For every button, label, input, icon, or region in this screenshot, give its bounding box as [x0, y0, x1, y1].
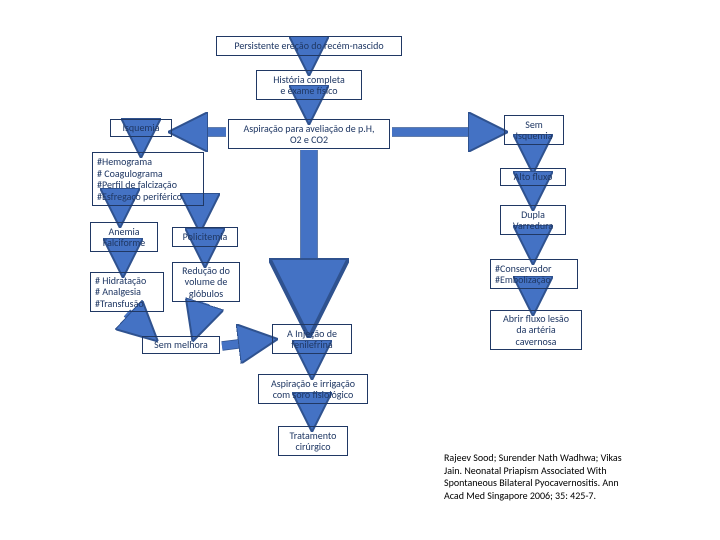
node-n1: Persistente ereção do recém-nascido [216, 36, 402, 56]
node-n9: # Hidratação# Analgesia#Transfusão [90, 272, 164, 312]
node-n10: Sem melhora [142, 336, 220, 354]
node-n18: Abrir fluxo lesãoda artériacavernosa [490, 310, 582, 350]
node-n11: A Injeção defenilefrina [272, 324, 352, 354]
node-n2: História completae exame físico [256, 70, 362, 100]
node-n17: #Conservador#Embolização [490, 259, 578, 289]
node-n12: Aspiração e irrigaçãocom soro fisiológic… [258, 374, 368, 404]
node-n4: Isquemia [110, 119, 172, 137]
node-n15: Alto fluxo [500, 168, 566, 186]
node-n16: DuplaVarredura [500, 205, 566, 235]
node-n6: AnemiaFalciforme [90, 222, 158, 252]
node-n14: SemIsquemia [504, 115, 564, 145]
arrow-a12 [222, 340, 270, 346]
node-n5: #Hemograma# Coagulograma#Perfil de falci… [92, 152, 204, 206]
arrow-a11 [195, 303, 205, 334]
citation-text: Rajeev Sood; Surender Nath Wadhwa; Vikas… [444, 452, 694, 502]
arrow-a10 [127, 313, 152, 336]
node-n3: Aspiração para aveliação de p.H,O2 e CO2 [228, 119, 390, 149]
node-n8: Redução dovolume deglóbulos [172, 262, 240, 302]
node-n7: Policitemia [172, 227, 238, 247]
node-n13: Tratamentocirúrgico [278, 426, 348, 456]
